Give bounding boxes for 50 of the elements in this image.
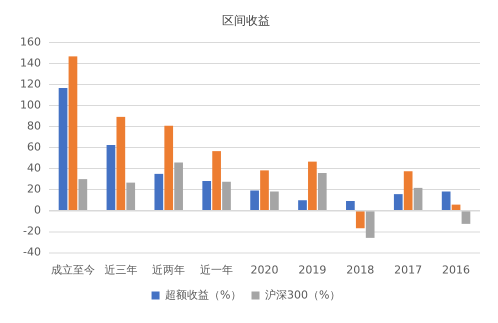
bar <box>212 151 221 210</box>
bar <box>404 171 413 210</box>
bar <box>366 211 375 238</box>
x-tick-label: 近两年 <box>152 263 186 276</box>
x-tick-label: 成立至今 <box>50 263 95 276</box>
bar <box>154 174 164 210</box>
bar <box>308 162 317 210</box>
y-tick-label: 40 <box>26 162 41 174</box>
bar <box>164 126 174 210</box>
bar <box>106 144 116 210</box>
bar <box>250 190 259 210</box>
x-tick-label: 近三年 <box>104 263 138 276</box>
bar <box>174 162 183 210</box>
bar <box>394 194 403 210</box>
bar <box>78 179 88 210</box>
bar <box>260 170 269 210</box>
y-tick-label: 100 <box>20 98 41 112</box>
bar <box>68 56 78 210</box>
bar <box>270 191 279 210</box>
y-tick-label: 160 <box>20 35 41 48</box>
y-tick-label: 20 <box>26 182 41 196</box>
bar <box>318 173 327 210</box>
bar <box>346 201 355 210</box>
bar <box>222 182 231 210</box>
bar <box>356 211 365 228</box>
bar <box>116 116 126 210</box>
x-tick-label: 2018 <box>346 263 374 276</box>
bar <box>58 88 68 210</box>
y-tick-label: 140 <box>20 56 41 70</box>
x-tick-label: 2019 <box>298 263 326 276</box>
y-tick-label: 120 <box>20 77 41 90</box>
x-tick-label: 2017 <box>394 263 422 276</box>
y-tick-label: 60 <box>26 140 41 154</box>
x-tick-label: 2020 <box>250 263 278 276</box>
bar <box>202 180 212 210</box>
y-tick-label: 80 <box>26 119 41 132</box>
bar <box>452 204 460 210</box>
bar <box>126 182 136 210</box>
y-tick-label: 0 <box>34 204 41 217</box>
bar <box>414 188 422 210</box>
x-tick-label: 2016 <box>442 263 470 276</box>
legend-label: 超额收益（%） <box>165 288 242 302</box>
y-tick-label: -20 <box>23 224 41 238</box>
bar <box>462 211 470 224</box>
legend-label: 沪深300（%） <box>265 288 340 302</box>
chart-title: 区间收益 <box>222 13 270 28</box>
bar <box>298 200 307 210</box>
x-tick-label: 近一年 <box>200 263 234 276</box>
bar <box>442 191 451 210</box>
y-tick-label: -40 <box>23 246 41 259</box>
